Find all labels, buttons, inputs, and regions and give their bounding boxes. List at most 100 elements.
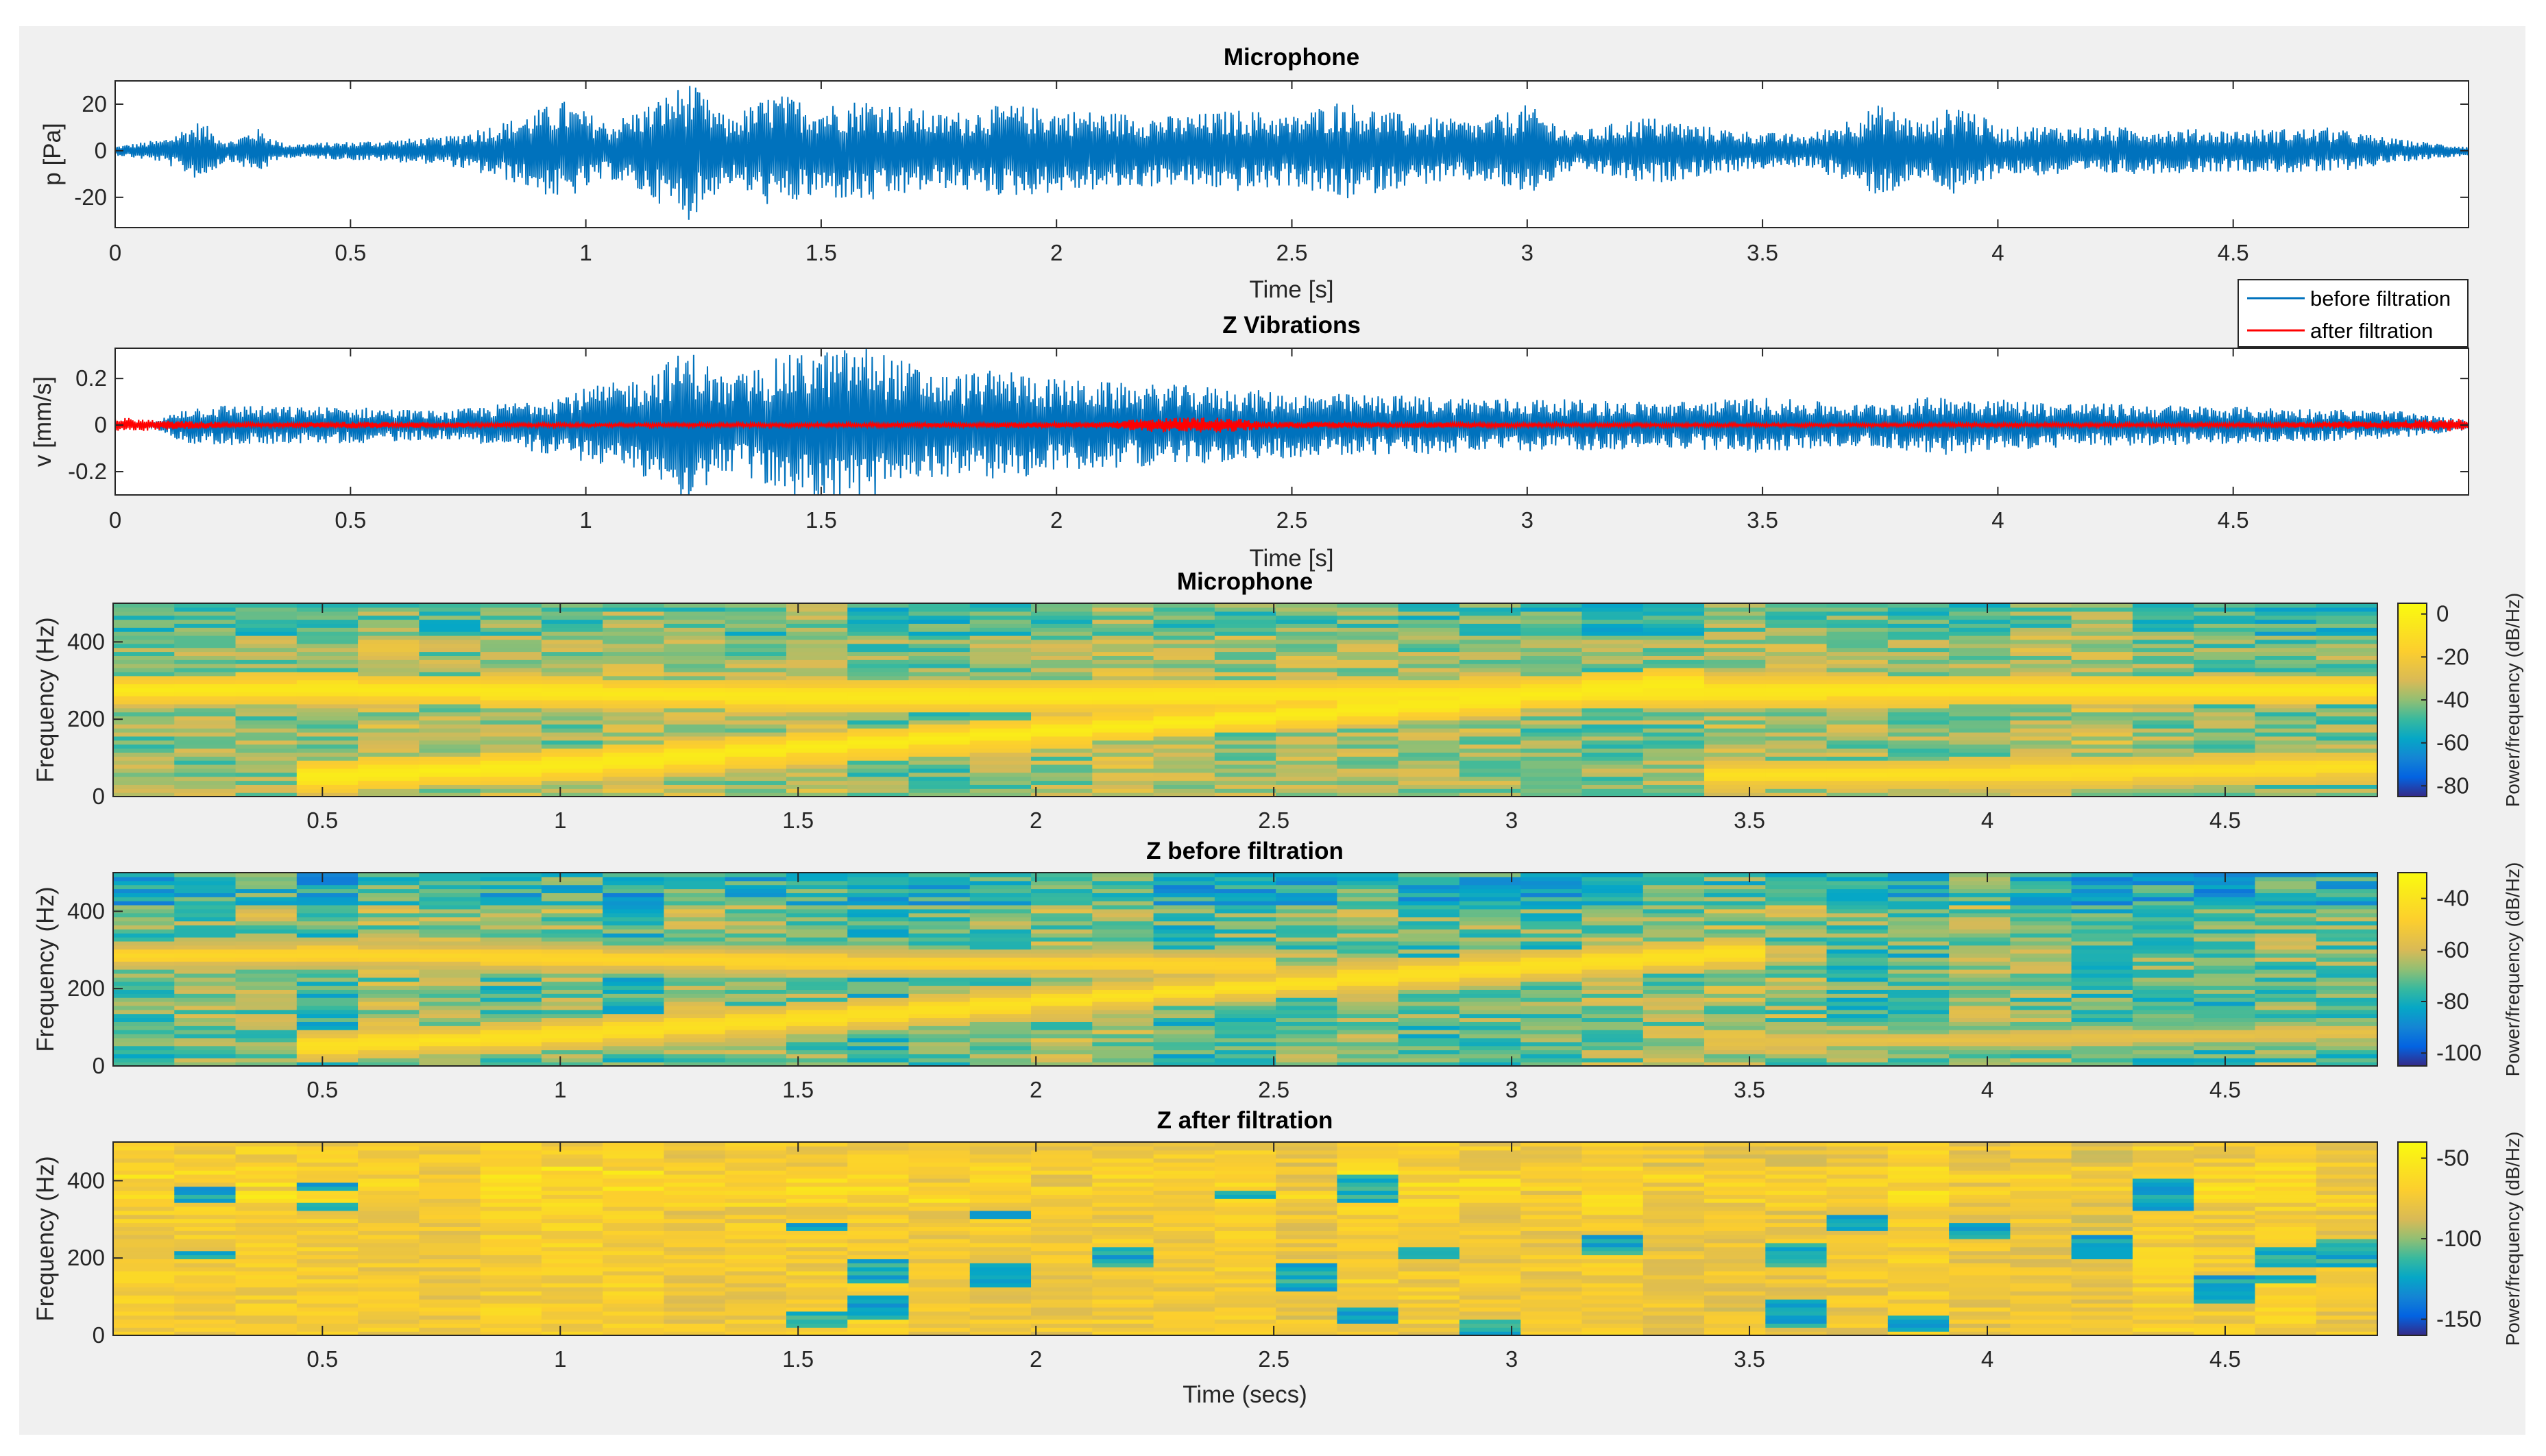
- spectrogram-cell: [541, 703, 603, 709]
- spectrogram-cell: [1642, 953, 1705, 958]
- spectrogram-cell: [847, 1239, 910, 1243]
- spectrogram-cell: [1031, 683, 1093, 688]
- spectrogram-cell: [1337, 1178, 1399, 1183]
- spectrogram-cell: [480, 1235, 542, 1239]
- spectrogram-cell: [969, 1026, 1032, 1030]
- spectrogram-cell: [1887, 615, 1950, 620]
- spectrogram-cell: [1581, 611, 1644, 616]
- spectrogram-cell: [847, 639, 910, 644]
- spectrogram-cell: [174, 888, 237, 893]
- spectrogram-cell: [419, 1021, 481, 1026]
- spectrogram-cell: [1214, 1045, 1276, 1051]
- spectrogram-cell: [1642, 716, 1705, 720]
- spectrogram-cell: [2010, 969, 2072, 974]
- spectrogram-cell: [1276, 712, 1338, 717]
- spectrogram-cell: [2194, 1030, 2256, 1034]
- spectrogram-cell: [847, 692, 910, 696]
- spectrogram-cell: [174, 784, 237, 789]
- legend[interactable]: before filtration after filtration: [2238, 279, 2469, 348]
- spectrogram-cell: [2132, 1026, 2194, 1030]
- spectrogram-cell: [1459, 792, 1521, 797]
- x-tick-label: 0: [109, 507, 121, 533]
- spectrogram-cell: [786, 1145, 848, 1151]
- spectrogram-cell: [1214, 1021, 1276, 1026]
- spectrogram-cell: [480, 997, 542, 1002]
- spectrogram-cell: [541, 1246, 603, 1252]
- spectrogram-cell: [1153, 1062, 1215, 1067]
- spectrogram-cell: [113, 876, 175, 882]
- spectrogram-cell: [235, 683, 298, 688]
- spectrogram-cell: [2010, 748, 2072, 753]
- spectrogram-cell: [1826, 897, 1889, 901]
- spectrogram-cell: [1214, 631, 1276, 636]
- spectrogram-cell: [358, 1242, 420, 1248]
- spectrogram-cell: [1459, 953, 1521, 958]
- spectrogram-cell: [1581, 692, 1644, 696]
- spectrogram-cell: [1153, 1222, 1215, 1227]
- spectrogram-cell: [1642, 1037, 1705, 1043]
- spectrogram-cell: [664, 873, 726, 877]
- spectrogram-cell: [1337, 953, 1399, 958]
- spectrogram-cell: [2194, 664, 2256, 668]
- spectrogram-cell: [1581, 901, 1644, 906]
- spectrogram-cell: [296, 1210, 359, 1215]
- spectrogram-cell: [541, 1017, 603, 1022]
- spectrogram-cell: [113, 788, 175, 793]
- spectrogram-cell: [1581, 683, 1644, 688]
- spectrogram-cell: [664, 921, 726, 925]
- spectrogram-cell: [2071, 788, 2133, 793]
- spectrogram-cell: [1642, 1303, 1705, 1308]
- spectrogram-cell: [1276, 1274, 1338, 1280]
- spectrogram-cell: [969, 993, 1032, 998]
- spectrogram-cell: [235, 937, 298, 942]
- spectrogram-cell: [113, 1323, 175, 1328]
- spectrogram-cell: [419, 1037, 481, 1043]
- spectrogram-cell: [1642, 772, 1705, 777]
- spectrogram-cell: [1031, 1062, 1093, 1067]
- spectrogram-cell: [1031, 1145, 1093, 1151]
- spectrogram-cell: [480, 692, 542, 696]
- spectrogram-cell: [1031, 1170, 1093, 1175]
- spectrogram-cell: [235, 985, 298, 990]
- spectrogram-cell: [2255, 1026, 2317, 1030]
- spectrogram-cell: [2255, 703, 2317, 709]
- spectrogram-cell: [174, 953, 237, 958]
- spectrogram-cell: [908, 917, 971, 922]
- spectrogram-cell: [908, 1278, 971, 1284]
- spectrogram-cell: [603, 1206, 665, 1211]
- spectrogram-cell: [1826, 615, 1889, 620]
- spectrogram-cell: [1520, 623, 1583, 628]
- spectrogram-cell: [664, 607, 726, 612]
- spectrogram-cell: [1826, 643, 1889, 648]
- spectrogram-cell: [1337, 740, 1399, 745]
- spectrogram-cell: [1092, 1242, 1154, 1248]
- spectrogram-cell: [725, 740, 787, 745]
- spectrogram-cell: [1337, 1319, 1399, 1324]
- spectrogram-cell: [908, 1013, 971, 1019]
- spectrogram-cell: [908, 736, 971, 741]
- spectrogram-cell: [1765, 969, 1828, 974]
- spectrogram-cell: [1153, 639, 1215, 644]
- spectrogram-cell: [1642, 1274, 1705, 1280]
- spectrogram-cell: [1887, 1062, 1950, 1067]
- spectrogram-cell: [786, 993, 848, 998]
- colorbar-label: Power/frequency (dB/Hz): [2502, 862, 2523, 1077]
- spectrogram-cell: [1949, 1058, 2011, 1063]
- spectrogram-cell: [1520, 937, 1583, 942]
- spectrogram-cell: [2194, 623, 2256, 628]
- spectrogram-cell: [235, 748, 298, 753]
- spectrogram-cell: [1520, 784, 1583, 789]
- spectrogram-cell: [1765, 1058, 1828, 1063]
- spectrogram-cell: [2132, 728, 2194, 733]
- spectrogram-cell: [847, 949, 910, 954]
- spectrogram-cell: [296, 623, 359, 628]
- spectrogram-cell: [786, 1162, 848, 1167]
- spectrogram-cell: [1092, 688, 1154, 692]
- spectrogram-cell: [235, 1026, 298, 1030]
- spectrogram-cell: [1581, 1194, 1644, 1199]
- spectrogram-cell: [2132, 768, 2194, 773]
- spectrogram-cell: [1031, 1323, 1093, 1328]
- spectrogram-cell: [1214, 917, 1276, 922]
- spectrogram-cell: [1031, 929, 1093, 934]
- spectrogram-cell: [1459, 1303, 1521, 1308]
